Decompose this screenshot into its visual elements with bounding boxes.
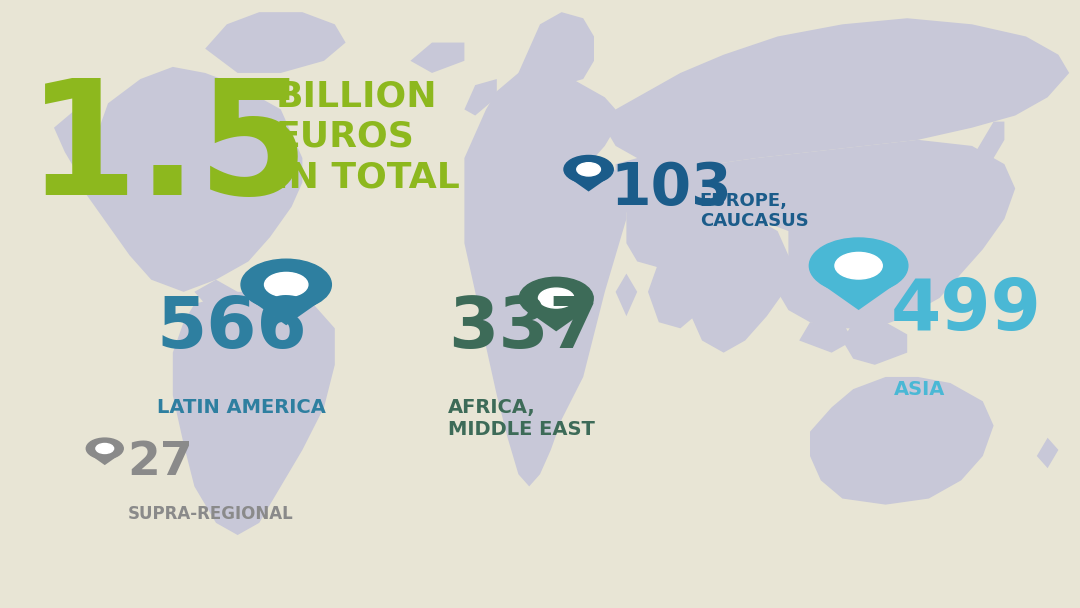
Circle shape bbox=[96, 443, 113, 454]
Polygon shape bbox=[570, 178, 607, 192]
Polygon shape bbox=[605, 18, 1069, 164]
Circle shape bbox=[809, 238, 908, 294]
Text: 566: 566 bbox=[157, 294, 308, 363]
Polygon shape bbox=[464, 158, 626, 486]
Circle shape bbox=[577, 163, 600, 176]
Polygon shape bbox=[821, 283, 896, 310]
Polygon shape bbox=[799, 322, 853, 353]
Text: 499: 499 bbox=[891, 275, 1042, 345]
Polygon shape bbox=[648, 140, 1015, 328]
Text: LATIN AMERICA: LATIN AMERICA bbox=[157, 398, 325, 417]
Polygon shape bbox=[464, 79, 497, 116]
Polygon shape bbox=[252, 301, 321, 325]
Text: EUROPE,
CAUCASUS: EUROPE, CAUCASUS bbox=[700, 192, 809, 230]
Polygon shape bbox=[518, 12, 594, 85]
Polygon shape bbox=[1037, 438, 1058, 468]
Polygon shape bbox=[810, 243, 864, 316]
Circle shape bbox=[835, 252, 882, 279]
Polygon shape bbox=[410, 43, 464, 73]
Polygon shape bbox=[616, 274, 637, 316]
Circle shape bbox=[564, 156, 613, 183]
Text: 1.5: 1.5 bbox=[27, 73, 310, 228]
Polygon shape bbox=[842, 322, 907, 365]
Circle shape bbox=[241, 259, 332, 310]
Polygon shape bbox=[691, 219, 788, 353]
Polygon shape bbox=[810, 377, 994, 505]
Polygon shape bbox=[76, 67, 302, 292]
Text: 27: 27 bbox=[127, 440, 193, 485]
Polygon shape bbox=[972, 122, 1004, 158]
Polygon shape bbox=[528, 311, 584, 331]
Polygon shape bbox=[194, 280, 270, 328]
Polygon shape bbox=[173, 292, 335, 535]
Text: SUPRA-REGIONAL: SUPRA-REGIONAL bbox=[127, 505, 293, 523]
Text: 103: 103 bbox=[610, 160, 732, 217]
Text: ASIA: ASIA bbox=[894, 380, 946, 399]
Text: AFRICA,
MIDDLE EAST: AFRICA, MIDDLE EAST bbox=[448, 398, 595, 439]
Circle shape bbox=[519, 277, 593, 319]
Polygon shape bbox=[464, 67, 616, 176]
Text: BILLION
EUROS
IN TOTAL: BILLION EUROS IN TOTAL bbox=[275, 79, 460, 195]
Polygon shape bbox=[54, 109, 97, 170]
Text: 337: 337 bbox=[448, 294, 599, 363]
Circle shape bbox=[86, 438, 123, 459]
Polygon shape bbox=[616, 158, 713, 268]
Polygon shape bbox=[205, 12, 346, 73]
Circle shape bbox=[265, 272, 308, 297]
Polygon shape bbox=[91, 455, 119, 465]
Circle shape bbox=[539, 288, 573, 308]
